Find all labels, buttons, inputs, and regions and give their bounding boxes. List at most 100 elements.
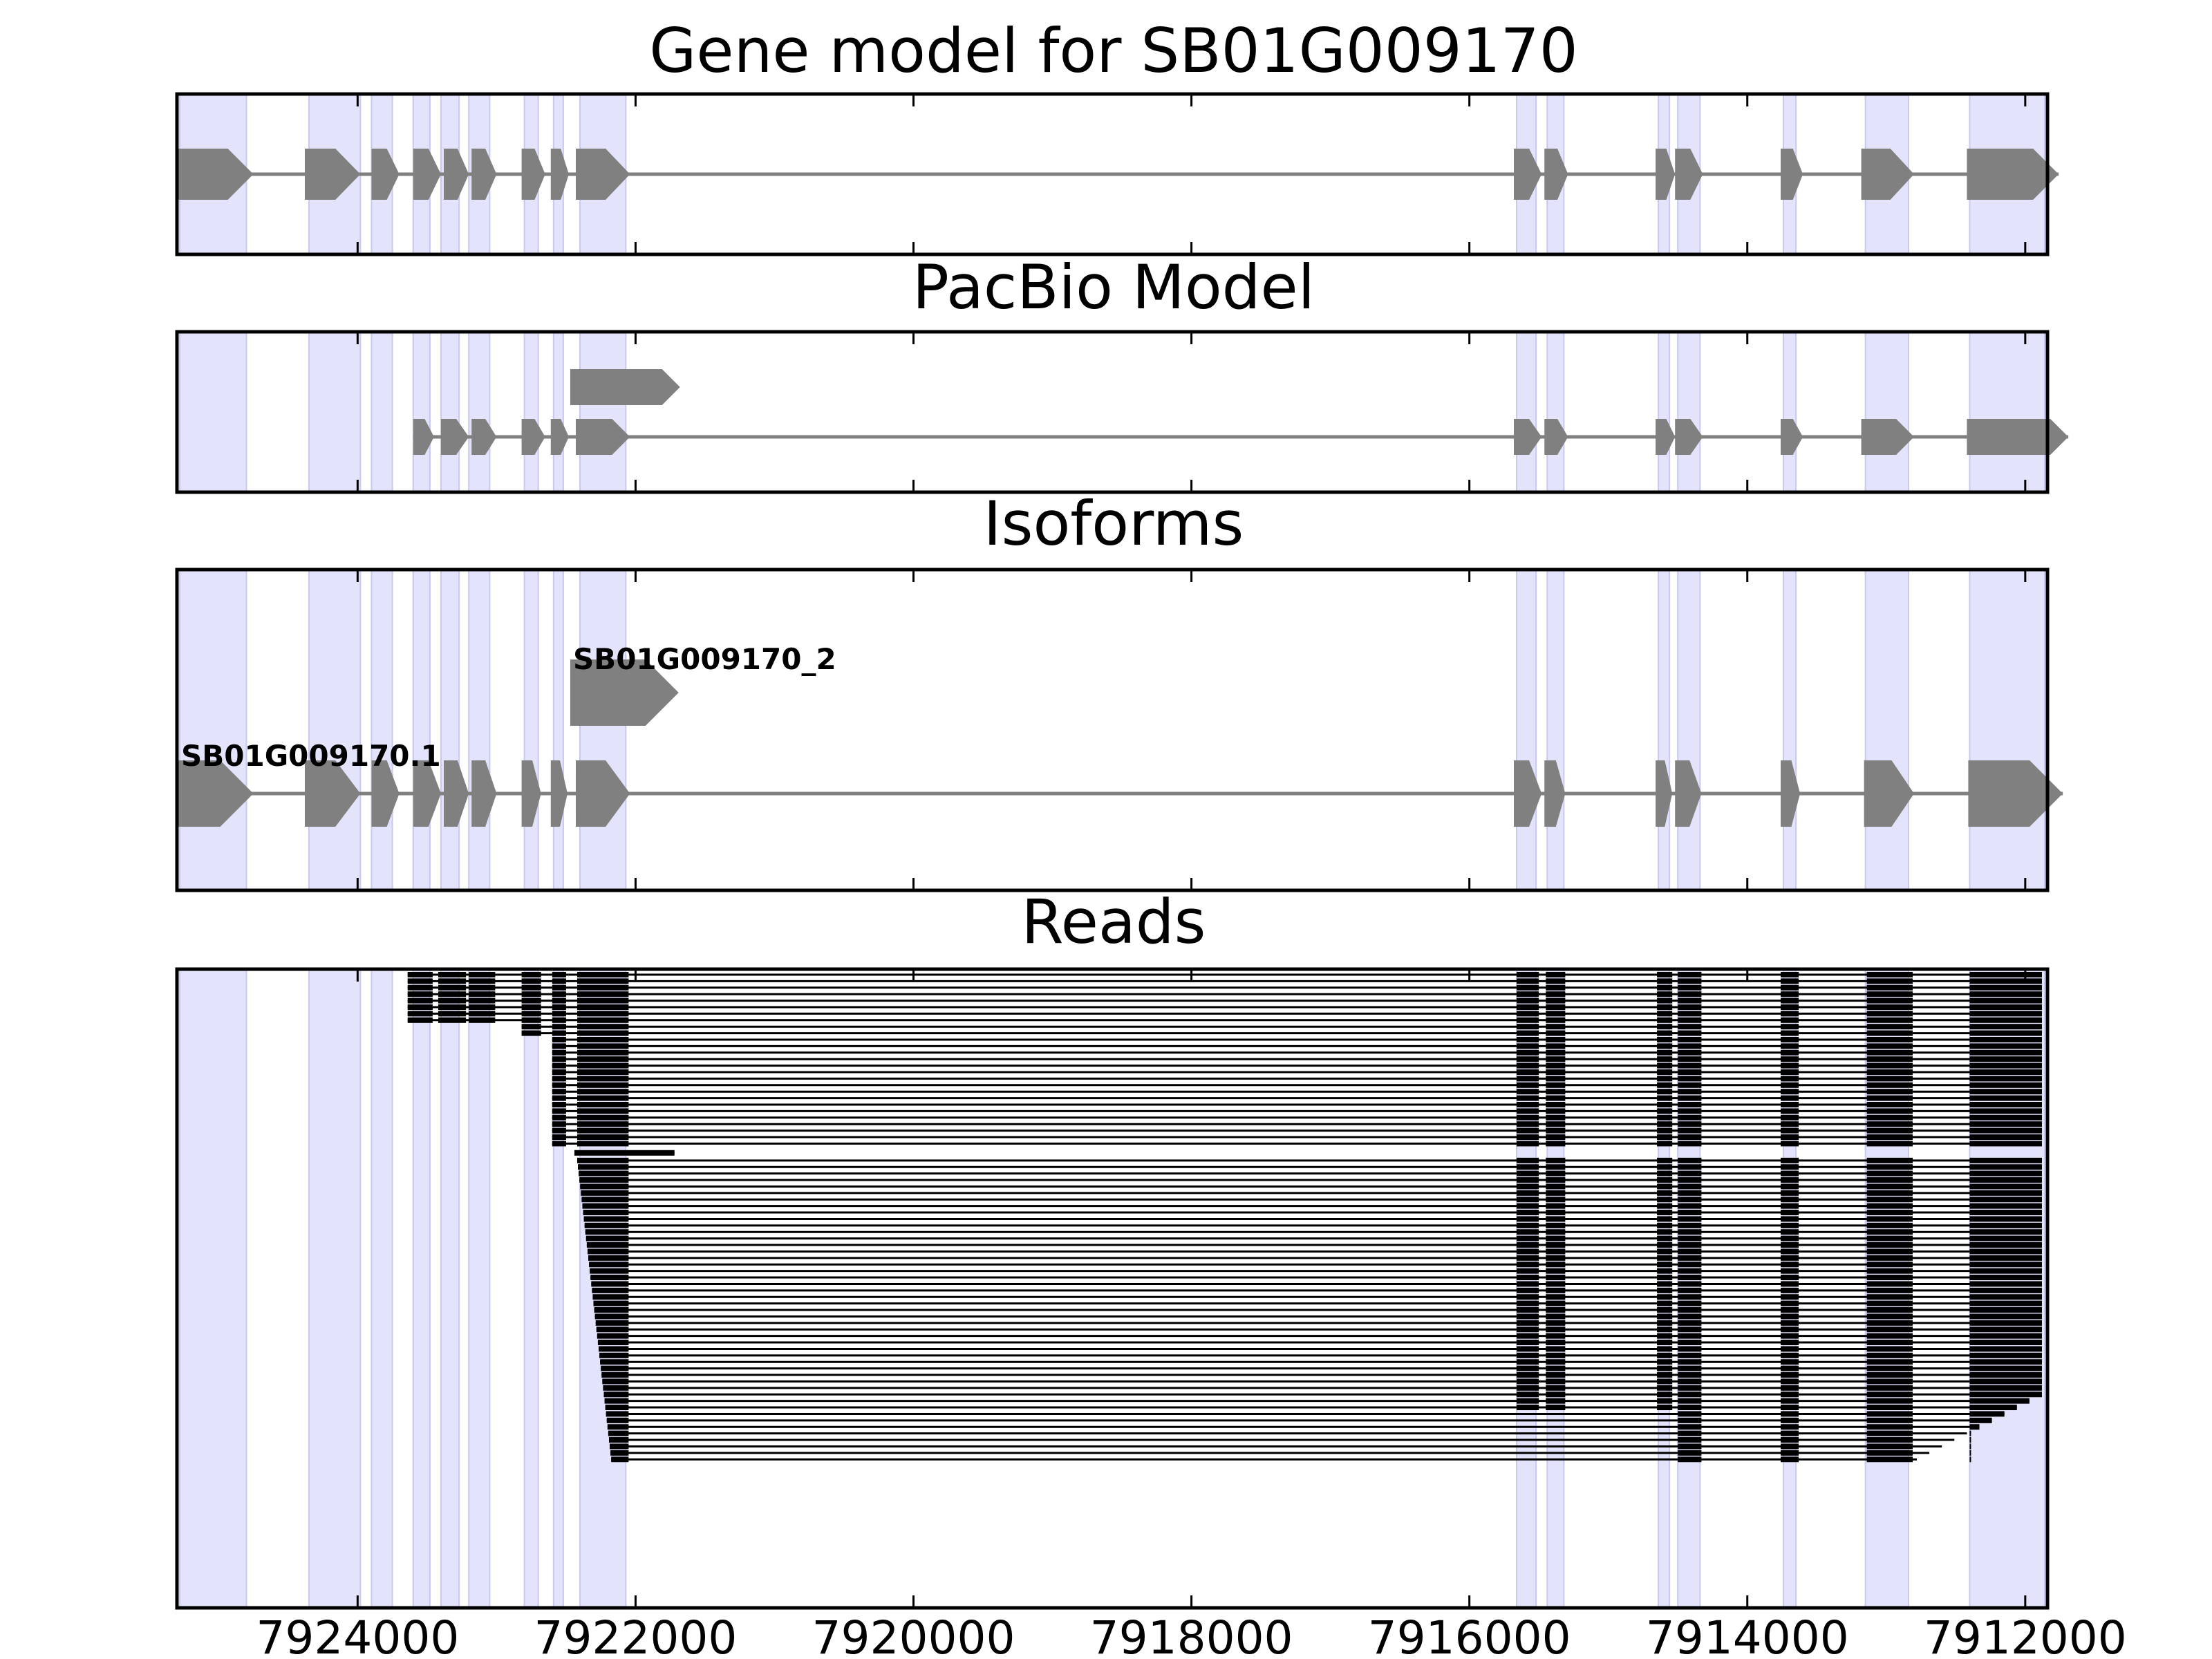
read-block xyxy=(1781,1443,1799,1450)
read-block xyxy=(593,1300,629,1306)
read-block xyxy=(1657,1229,1673,1235)
read-block xyxy=(577,1157,629,1163)
read-block xyxy=(1657,1372,1673,1378)
read-block xyxy=(589,1262,629,1268)
read-block xyxy=(469,1017,496,1023)
isoform-exon xyxy=(575,760,630,827)
read-block xyxy=(521,978,541,984)
read-block xyxy=(1657,1190,1673,1196)
read-block xyxy=(1678,1378,1702,1385)
read-block xyxy=(1678,1430,1702,1436)
read-block xyxy=(1517,1017,1539,1023)
read-block xyxy=(1678,1235,1702,1241)
read-block xyxy=(1781,1456,1799,1463)
read-block xyxy=(1546,1197,1566,1203)
read-block xyxy=(1866,1229,1913,1235)
read-block xyxy=(1657,1262,1673,1268)
read-block xyxy=(1657,1197,1673,1203)
read-block xyxy=(1546,1405,1566,1411)
read-block xyxy=(1866,997,1913,1004)
read-block xyxy=(1781,1004,1799,1010)
read-block xyxy=(1781,1203,1799,1209)
read-block xyxy=(1517,1216,1539,1222)
read-block xyxy=(1546,1391,1566,1398)
read-block xyxy=(1678,1108,1702,1114)
gene-exon xyxy=(1675,149,1703,200)
read-block xyxy=(1657,1222,1673,1228)
read-block xyxy=(1866,1346,1913,1352)
exon-shade xyxy=(1677,569,1701,891)
read-block xyxy=(1546,1076,1566,1082)
read-block xyxy=(1866,1300,1913,1306)
read-block xyxy=(577,1030,629,1036)
read-block xyxy=(601,1372,629,1378)
read-block xyxy=(584,1222,629,1228)
read-block xyxy=(1866,1082,1913,1088)
read-block xyxy=(552,1108,566,1114)
read-block xyxy=(1546,997,1566,1004)
panel-frame xyxy=(175,967,2050,1610)
read-block xyxy=(521,997,541,1004)
read-block xyxy=(1866,1056,1913,1062)
read-block xyxy=(1657,1359,1673,1365)
exon-shade xyxy=(179,968,247,1609)
read-block xyxy=(438,1017,467,1023)
read-block xyxy=(1657,1157,1673,1163)
isoform-exon xyxy=(1656,760,1673,827)
read-block xyxy=(1517,1183,1539,1190)
read-block xyxy=(1517,1089,1539,1095)
read-block xyxy=(1678,978,1702,984)
read-block xyxy=(552,1017,566,1023)
read-block xyxy=(521,972,541,977)
read-block xyxy=(1517,1378,1539,1385)
read-block xyxy=(1866,1121,1913,1127)
read-block xyxy=(1781,1385,1799,1391)
read-block xyxy=(1657,1030,1673,1036)
read-block xyxy=(1969,1134,2042,1140)
read-block xyxy=(1546,1089,1566,1095)
read-block xyxy=(577,997,629,1004)
gene-exon xyxy=(575,149,630,200)
read-block xyxy=(1546,972,1566,977)
exon-shade xyxy=(412,569,431,891)
read-block xyxy=(552,1134,566,1140)
read-block xyxy=(1657,1037,1673,1042)
gene-exon xyxy=(1656,149,1676,200)
read-block xyxy=(1546,1216,1566,1222)
isoform-exon xyxy=(371,760,400,827)
read-block xyxy=(1657,1102,1673,1107)
read-block xyxy=(1517,1333,1539,1339)
read-block xyxy=(1866,1398,1913,1404)
read-block xyxy=(1969,1203,2042,1209)
read-block xyxy=(1546,1183,1566,1190)
read-block xyxy=(1678,1049,1702,1056)
read-block xyxy=(1781,1327,1799,1333)
read-block xyxy=(1517,1340,1539,1346)
panel-frame xyxy=(175,568,2050,892)
read-block xyxy=(1969,1320,2042,1326)
read-block xyxy=(1678,1365,1702,1371)
read-block xyxy=(1678,1095,1702,1101)
read-block xyxy=(1866,1313,1913,1320)
read-block xyxy=(1657,1203,1673,1209)
read-block xyxy=(1546,1043,1566,1049)
read-block xyxy=(1781,1082,1799,1088)
read-block xyxy=(1866,1437,1913,1443)
read-block xyxy=(1781,1089,1799,1095)
read-block xyxy=(407,991,433,997)
read-block xyxy=(1969,1450,1971,1456)
read-block xyxy=(1678,1281,1702,1287)
read-block xyxy=(590,1268,629,1274)
read-block xyxy=(1517,1127,1539,1134)
read-block xyxy=(1866,1114,1913,1121)
read-block xyxy=(1546,1300,1566,1306)
read-block xyxy=(1657,1340,1673,1346)
read-block xyxy=(1781,1134,1799,1140)
read-block xyxy=(1546,1157,1566,1163)
read-block xyxy=(610,1450,629,1456)
exon-shade xyxy=(179,331,247,493)
read-block xyxy=(577,1121,629,1127)
read-block xyxy=(1657,1385,1673,1391)
read-block xyxy=(1517,1114,1539,1121)
